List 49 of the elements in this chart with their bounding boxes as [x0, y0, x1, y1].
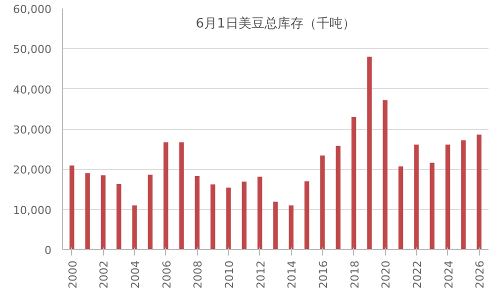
x-tick-label: 2002 — [98, 260, 111, 288]
x-tick-label: 2026 — [474, 260, 487, 288]
bar — [398, 166, 404, 250]
y-tick-label: 50,000 — [13, 43, 52, 56]
x-tick-label: 2022 — [410, 260, 424, 288]
bar — [70, 166, 74, 250]
x-tick-label: 2018 — [348, 260, 362, 288]
bar — [100, 175, 106, 250]
bar — [132, 205, 137, 250]
y-tick-label: 30,000 — [13, 124, 52, 136]
bar — [476, 134, 482, 250]
bar — [367, 56, 372, 250]
bar — [242, 182, 247, 250]
bar — [179, 142, 184, 250]
bar — [336, 146, 340, 250]
bar — [461, 140, 466, 250]
bar — [320, 156, 325, 250]
bar — [382, 100, 388, 250]
y-tick-label: 60,000 — [13, 3, 52, 16]
bar — [304, 181, 310, 250]
bar — [116, 184, 122, 250]
y-tick-label: 0 — [44, 244, 52, 257]
x-tick-label: 2010 — [223, 260, 236, 288]
text: 6月1日美豆总库存（千吨） — [196, 16, 356, 32]
bar — [273, 202, 278, 250]
x-tick-label: 2024 — [442, 260, 456, 288]
x-tick-label: 2012 — [254, 260, 268, 288]
bar — [414, 144, 419, 250]
x-tick-label: 2014 — [286, 260, 299, 288]
bar — [351, 116, 356, 250]
bar — [210, 184, 216, 250]
x-tick-label: 2006 — [160, 260, 174, 288]
x-tick-label: 2000 — [66, 260, 80, 288]
bar — [445, 144, 450, 250]
bar — [85, 173, 90, 250]
y-tick-label: 10,000 — [13, 204, 52, 217]
y-tick-label: 20,000 — [13, 164, 52, 177]
bar — [288, 205, 294, 250]
x-tick-label: 2020 — [380, 260, 393, 288]
bar — [257, 176, 262, 250]
x-tick-label: 2004 — [129, 260, 142, 288]
bar — [194, 176, 200, 250]
x-tick-label: 2008 — [192, 260, 205, 288]
x-tick-label: 2016 — [316, 260, 330, 288]
bar — [430, 162, 434, 250]
bar — [164, 142, 168, 250]
bar — [148, 174, 153, 250]
y-tick-label: 40,000 — [13, 83, 52, 96]
bar — [226, 188, 231, 250]
